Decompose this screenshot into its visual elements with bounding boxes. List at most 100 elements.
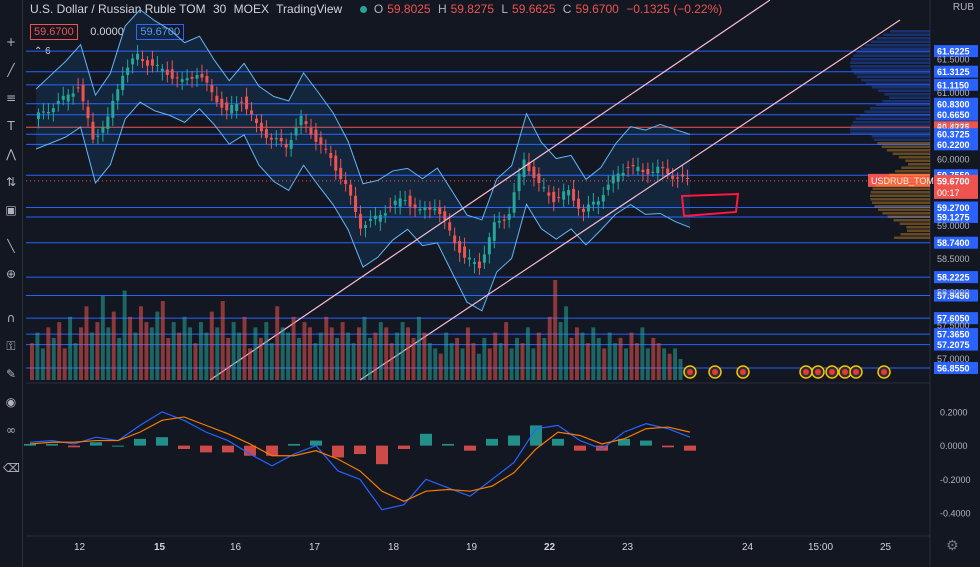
candle-body (557, 197, 561, 199)
candle-body (101, 126, 105, 133)
candle-body (126, 67, 130, 75)
market-status-icon (359, 6, 367, 13)
volume-bar (188, 327, 192, 380)
macd-y-tick: 0.2000 (940, 407, 968, 417)
candle-body (591, 201, 595, 205)
macd-histogram-bar (24, 443, 36, 446)
level-label-bg (934, 271, 978, 284)
candle-body (388, 206, 392, 208)
volume-bar (455, 337, 460, 380)
candle-body (240, 101, 244, 103)
pattern-icon[interactable]: ⋀ (6, 147, 16, 161)
candle-body (66, 94, 70, 102)
volume-bar (318, 332, 323, 380)
ruler-icon[interactable]: ╲ (7, 239, 15, 253)
volume-bar (362, 316, 367, 380)
flag-icon (853, 369, 859, 375)
volume-bar (302, 322, 307, 380)
trash-icon[interactable]: ⌫ (3, 461, 20, 475)
volume-profile-bar (899, 222, 930, 225)
volume-profile-bar (870, 198, 930, 201)
candle-body (497, 220, 501, 223)
candle-body (245, 96, 249, 110)
candle-body (443, 211, 447, 220)
low-value: 59.6625 (512, 2, 556, 16)
zoom-icon[interactable]: ⊕ (5, 267, 17, 281)
pencil-icon[interactable]: ✎ (5, 367, 17, 381)
candle-body (141, 58, 145, 62)
candle-body (626, 166, 630, 169)
level-label-bg (934, 97, 978, 110)
trendline-icon[interactable]: ╱ (7, 63, 15, 77)
volume-profile-bar (853, 72, 930, 75)
interval-label[interactable]: 30 (212, 2, 227, 16)
volume-profile-bar (882, 212, 930, 215)
candle-body (527, 162, 531, 172)
candle-body (41, 111, 45, 113)
currency-label[interactable]: RUB (952, 2, 974, 13)
text-icon[interactable]: T (7, 119, 15, 133)
volume-bar (57, 322, 62, 380)
crosshair-icon[interactable]: + (5, 35, 17, 49)
volume-profile-bar (898, 156, 930, 159)
volume-profile-bar (894, 236, 930, 239)
level-label-bg (934, 78, 978, 91)
candle-body (383, 213, 387, 216)
annotation-box (680, 192, 740, 218)
candle-body (581, 208, 585, 212)
volume-bar (171, 322, 176, 380)
candle-body (36, 112, 40, 120)
lock-icon[interactable]: ⚿ (6, 339, 16, 353)
fib-icon[interactable]: ≡ (5, 91, 17, 105)
sell-price-button[interactable]: 59.6700 (30, 24, 78, 40)
countdown-label: 00:17 (937, 188, 960, 198)
level-label: 56.8550 (937, 364, 970, 374)
candle-body (264, 129, 268, 138)
level-label: 61.1150 (937, 80, 969, 90)
volume-bar (313, 343, 318, 380)
candle-body (230, 104, 234, 114)
volume-profile-bar (851, 58, 930, 61)
candle-body (468, 257, 472, 260)
volume-profile-bar (893, 219, 930, 222)
candle-body (567, 190, 571, 196)
settings-gear-icon[interactable]: ⚙ (946, 538, 959, 554)
close-label: C (562, 2, 572, 16)
volume-bar (46, 327, 51, 380)
last-price-label-bg (934, 174, 978, 199)
x-tick-label: 22 (544, 542, 556, 553)
volume-bar (634, 343, 639, 380)
volume-bar (482, 337, 487, 380)
level-label-bg (934, 108, 978, 121)
volume-bar (68, 316, 73, 380)
level-label: 58.7400 (937, 238, 970, 248)
shapes-icon[interactable]: ▣ (5, 203, 17, 217)
link-icon[interactable]: ∞ (6, 423, 16, 437)
volume-bar (307, 327, 312, 380)
volume-bar (476, 353, 481, 380)
candle-body (155, 64, 159, 66)
volume-bar (269, 343, 274, 380)
volume-bar (558, 322, 563, 380)
candle-body (284, 144, 288, 148)
candle-body (329, 153, 333, 159)
level-label-bg (934, 45, 978, 58)
eye-icon[interactable]: ◉ (5, 395, 17, 409)
candle-body (681, 174, 685, 177)
volume-bar (624, 348, 628, 380)
x-tick-label: 24 (742, 542, 754, 553)
volume-bar (198, 322, 203, 380)
candle-body (86, 106, 90, 119)
candle-body (106, 116, 110, 129)
prediction-icon[interactable]: ⇅ (5, 175, 17, 189)
candle-body (646, 168, 650, 175)
volume-bar (602, 348, 607, 380)
magnet-icon[interactable]: ∩ (6, 311, 16, 325)
level-label: 60.4775 (937, 123, 970, 133)
level-label: 60.8300 (937, 99, 970, 109)
volume-profile-bar (871, 135, 930, 138)
volume-bar (466, 327, 470, 380)
volume-profile-bar (906, 229, 930, 232)
symbol-title[interactable]: U.S. Dollar / Russian Ruble TOM (30, 2, 206, 16)
